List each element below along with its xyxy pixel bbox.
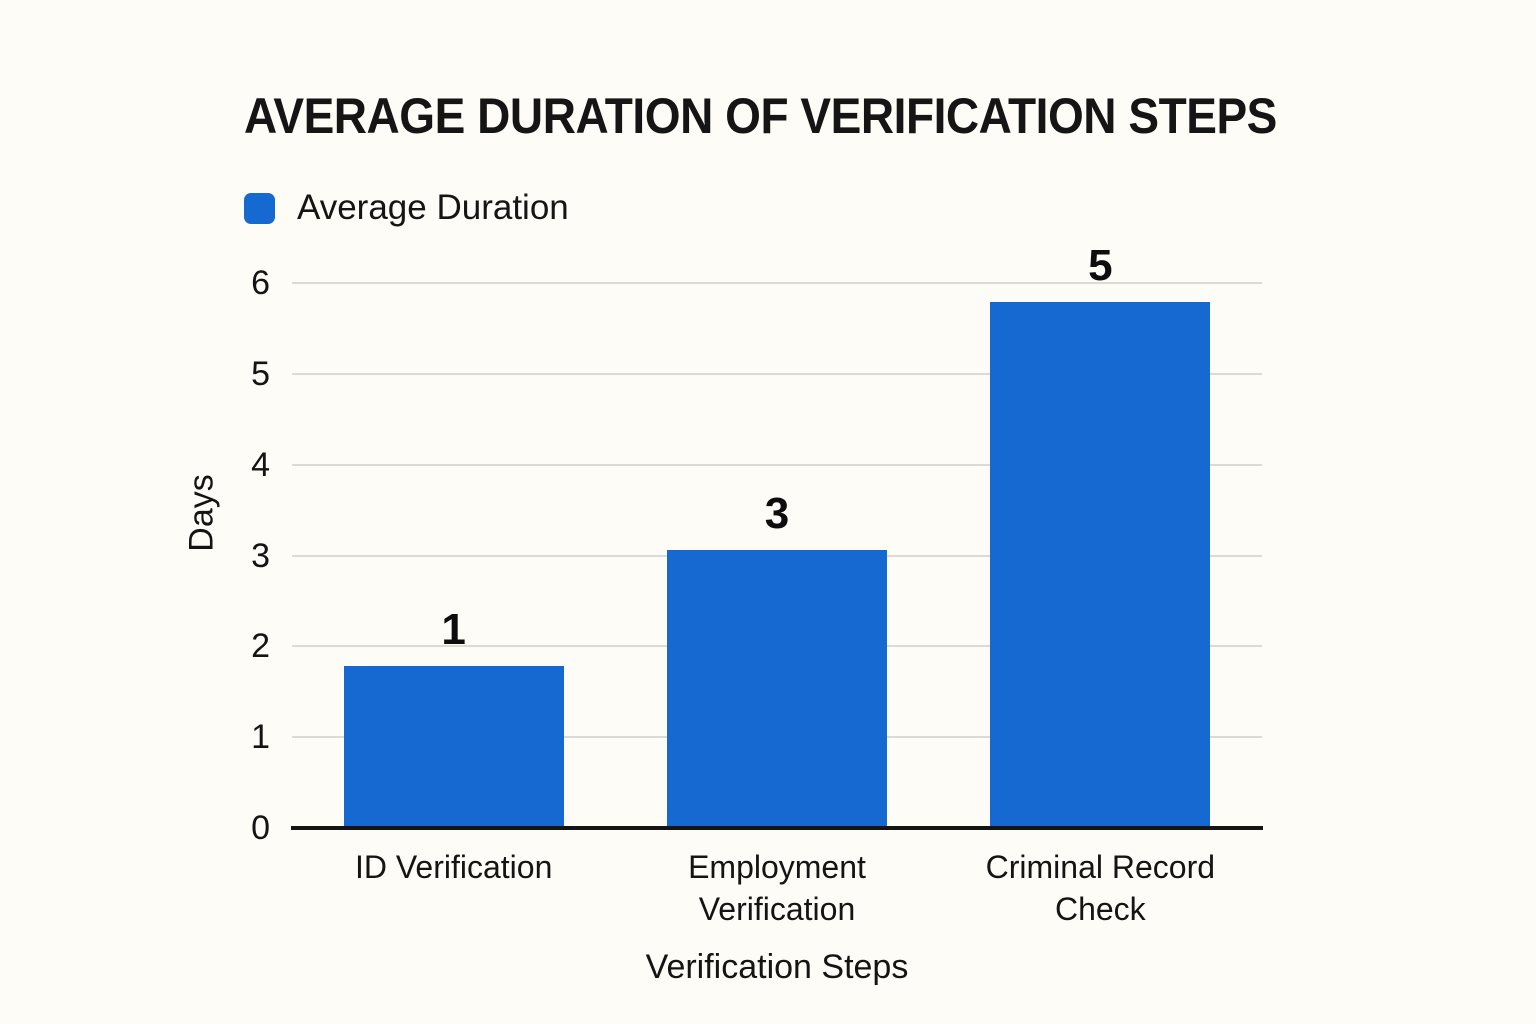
y-axis-title: Days [182, 474, 221, 552]
x-axis-title: Verification Steps [645, 948, 909, 986]
y-axis-tick-labels: 0 1 2 3 4 5 6 [0, 264, 270, 847]
gridline [292, 372, 1262, 375]
legend-label: Average Duration [297, 188, 569, 227]
y-tick-label: 1 [251, 718, 270, 757]
gridline [292, 282, 1262, 284]
bar-employment-verification [666, 550, 887, 828]
x-category-label: Criminal Record Check [985, 849, 1216, 927]
bar-value-label: 3 [764, 489, 790, 539]
y-tick-label: 6 [251, 264, 270, 302]
bar-criminal-record-check [990, 302, 1211, 828]
y-tick-label: 3 [251, 536, 270, 575]
x-category-label: ID Verification [354, 849, 553, 885]
y-tick-label: 5 [251, 354, 270, 393]
legend: Average Duration [244, 188, 569, 227]
x-category-label: Employment Verification [688, 849, 866, 927]
bar-value-label: 1 [441, 605, 466, 655]
chart-title: AVERAGE DURATION OF VERIFICATION STEPS [244, 88, 1277, 144]
bar-id-verification [343, 666, 564, 828]
bar-slot: 3 [615, 283, 938, 828]
bar-value-label: 5 [1088, 241, 1113, 291]
legend-swatch-icon [244, 192, 275, 224]
x-axis-category-labels: ID Verification Employment Verification … [292, 846, 1262, 930]
bar-slot: 5 [939, 244, 1262, 828]
y-tick-label: 0 [251, 809, 270, 847]
gridline [292, 463, 1262, 466]
bar-series: 1 3 5 [292, 244, 1262, 828]
y-tick-label: 2 [251, 627, 270, 666]
x-axis-line [291, 826, 1263, 830]
bar-slot: 1 [292, 283, 615, 828]
y-tick-label: 4 [251, 445, 270, 484]
plot-area: 1 3 5 [291, 244, 1263, 830]
